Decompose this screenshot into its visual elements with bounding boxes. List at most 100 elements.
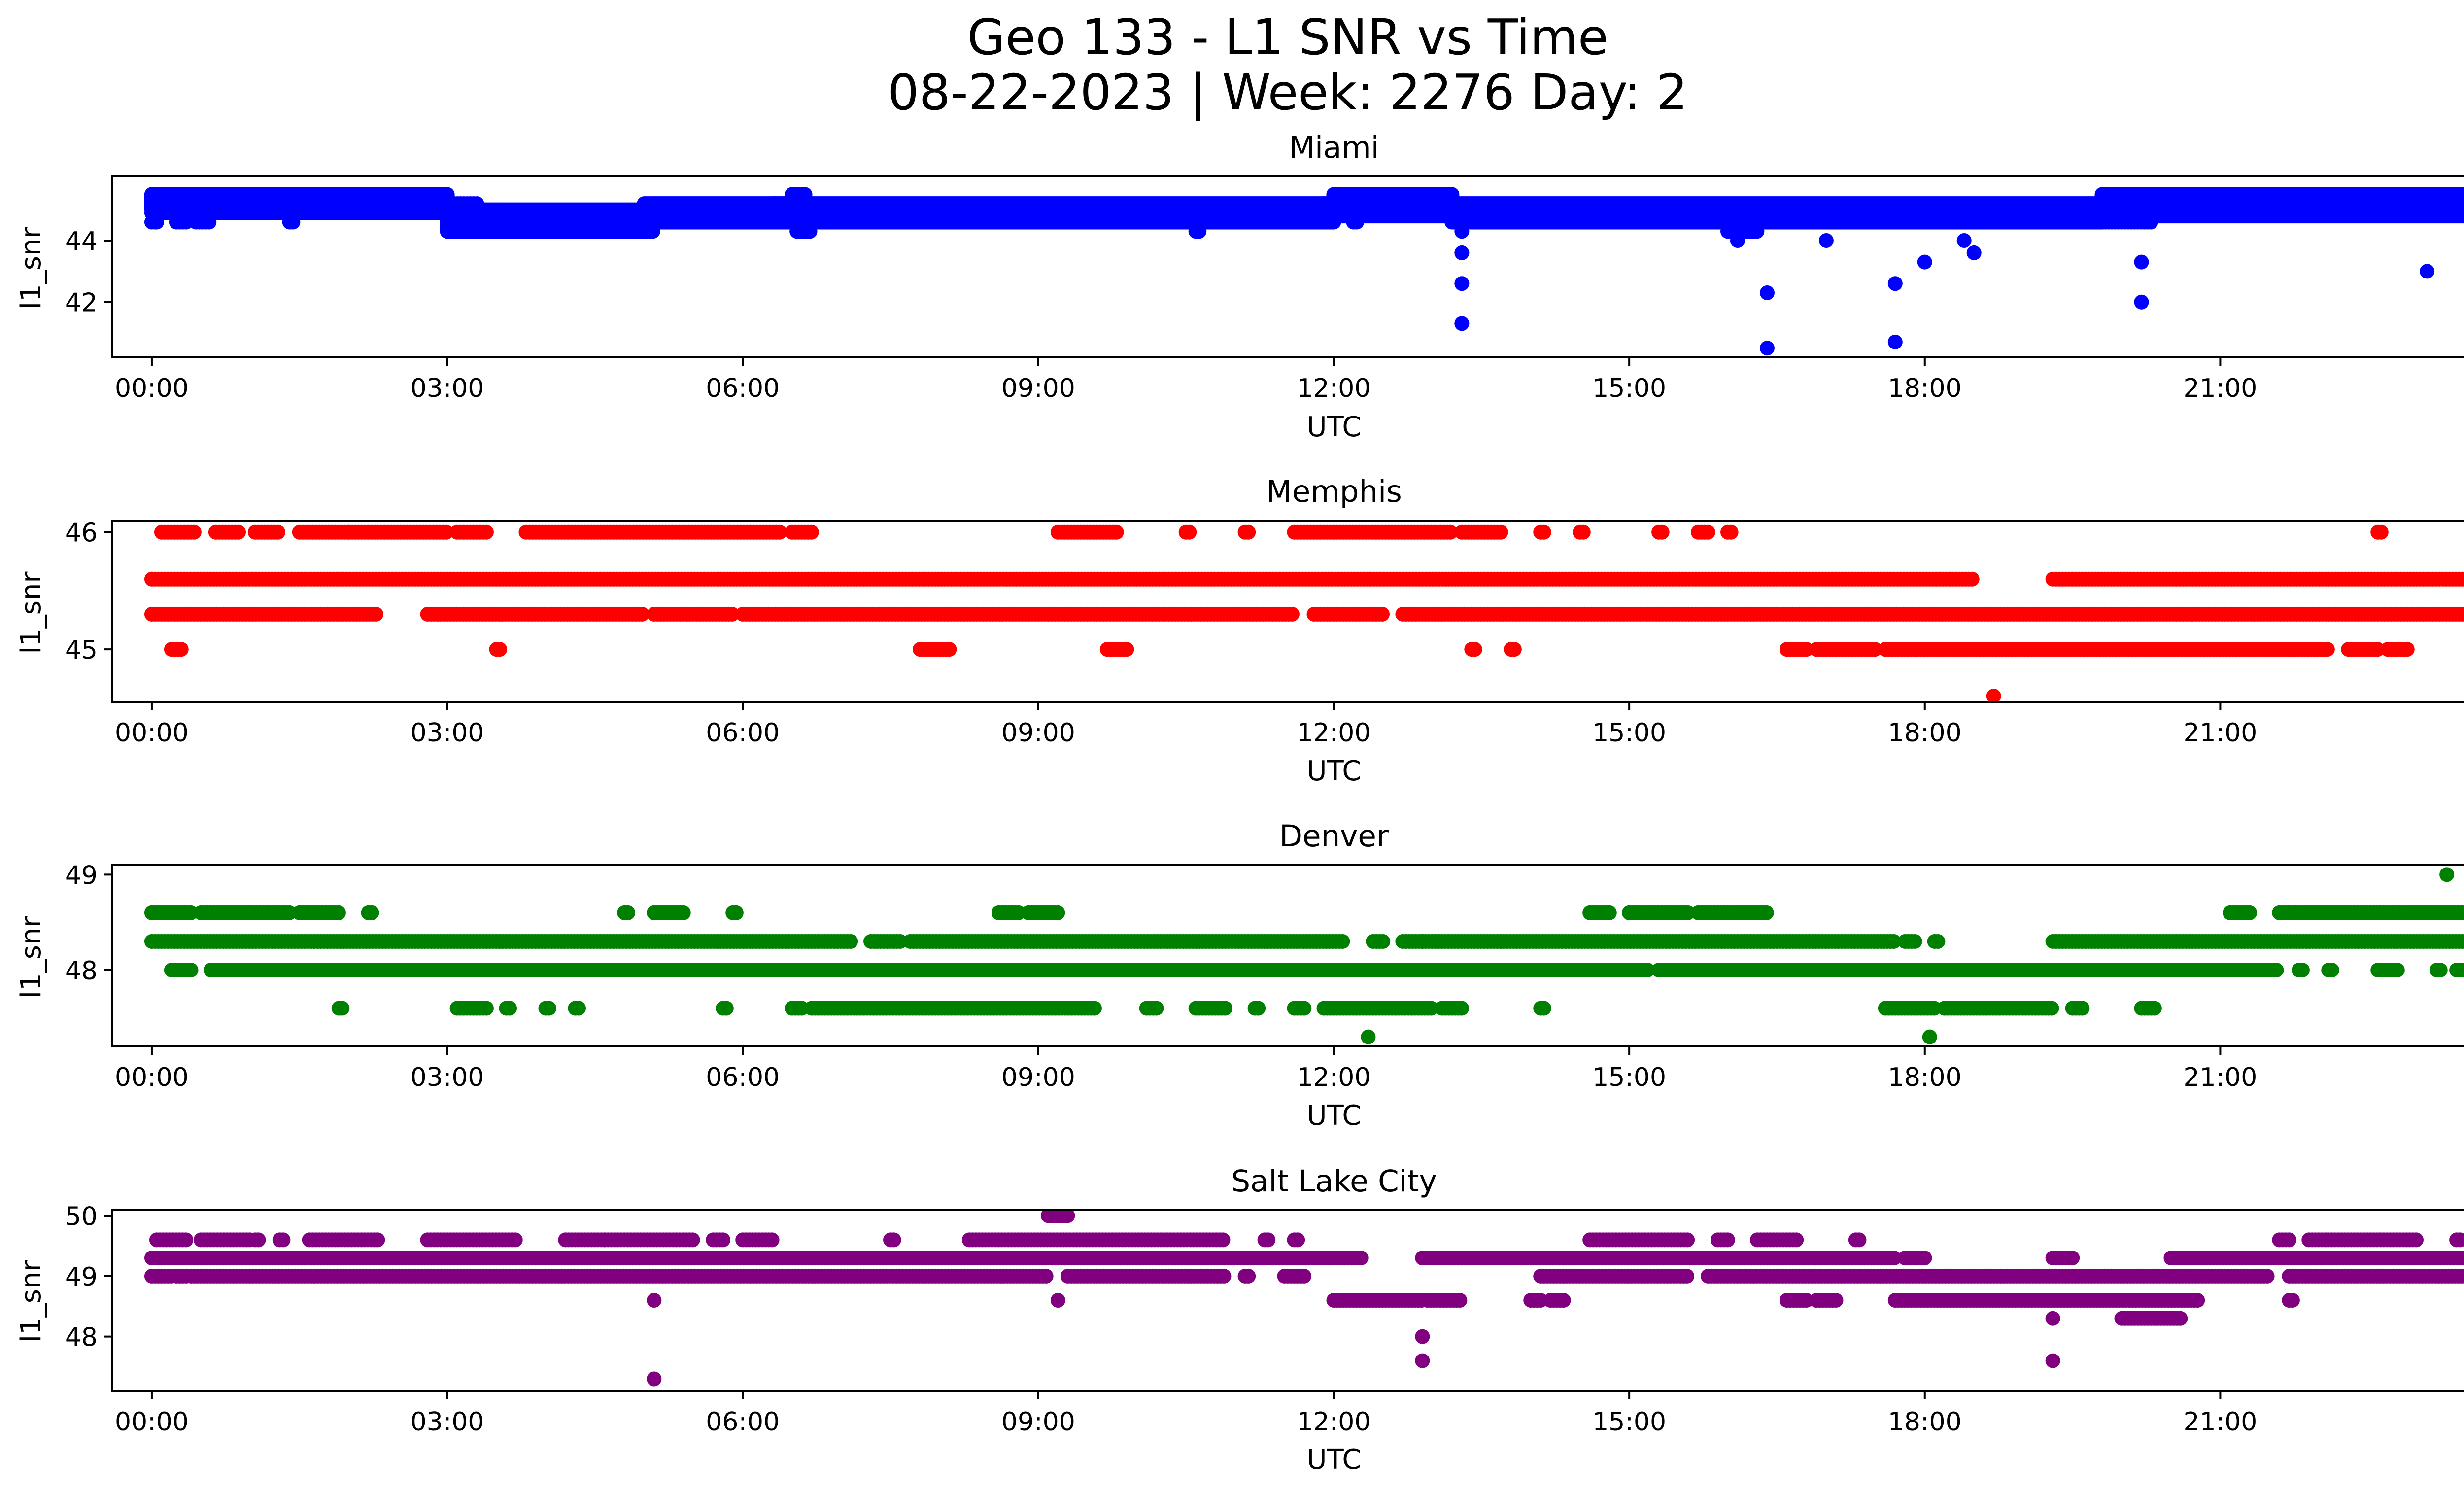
y-tick-label: 42 xyxy=(65,288,98,318)
data-point xyxy=(1506,642,1522,657)
data-point xyxy=(772,524,787,540)
data-point xyxy=(620,905,635,920)
subplot-memphis-points xyxy=(144,524,2464,702)
data-point xyxy=(1930,934,1946,949)
data-point xyxy=(634,606,650,622)
data-point xyxy=(1241,524,1256,540)
subplot-miami-xlabel: UTC xyxy=(1306,411,1361,443)
data-point xyxy=(1640,963,1655,978)
data-point xyxy=(2320,642,2335,657)
data-point xyxy=(1700,524,1715,540)
data-point xyxy=(1109,524,1124,540)
data-point xyxy=(802,224,818,239)
subplot-denver-plot: 00:00 03:00 06:00 09:00 12:00 15:00 18:00 21:00… xyxy=(65,861,2464,1092)
figure-title-line1: Geo 133 - L1 SNR vs Time xyxy=(967,8,1608,66)
x-tick-label: 03:00 xyxy=(411,718,484,748)
data-point xyxy=(1886,934,1901,949)
subplot-memphis-ylabel: l1_snr xyxy=(15,571,47,654)
data-point xyxy=(1192,224,1207,239)
data-point xyxy=(2370,642,2385,657)
subplot-denver-title: Denver xyxy=(1279,819,1389,854)
data-point xyxy=(656,214,671,230)
data-point xyxy=(479,1001,494,1016)
data-point-outlier xyxy=(1986,689,2001,702)
data-point xyxy=(2242,905,2257,920)
data-point xyxy=(231,524,246,540)
x-tick-label: 09:00 xyxy=(1001,374,1075,403)
data-point xyxy=(1926,1001,1942,1016)
x-tick-label: 18:00 xyxy=(1888,718,1962,748)
subplot-miami-plot: 00:00 03:00 06:00 09:00 12:00 15:00 18:00 21:00… xyxy=(65,175,2464,403)
data-point xyxy=(1119,642,1134,657)
data-point xyxy=(1375,606,1390,622)
data-point xyxy=(502,1001,517,1016)
subplot-miami-title: Miami xyxy=(1289,130,1379,165)
data-point xyxy=(364,905,379,920)
data-point xyxy=(2461,936,2464,947)
data-point xyxy=(270,524,285,540)
data-point xyxy=(1454,1001,1469,1016)
x-tick-label: 09:00 xyxy=(1001,718,1075,748)
x-tick-label: 18:00 xyxy=(1888,374,1962,403)
data-point xyxy=(571,1001,586,1016)
data-point xyxy=(1964,571,1980,587)
subplot-miami-ylabel: l1_snr xyxy=(15,227,47,310)
data-point xyxy=(1536,1001,1551,1016)
x-tick-label: 12:00 xyxy=(1297,374,1371,403)
data-point xyxy=(1284,606,1300,622)
data-point xyxy=(173,642,189,657)
subplot-memphis-title: Memphis xyxy=(1266,474,1402,509)
subplot-miami-points xyxy=(144,187,2464,356)
data-point xyxy=(2462,208,2464,218)
data-point xyxy=(1443,524,1458,540)
data-point-outlier xyxy=(1917,254,1932,270)
subplot-miami: Miami UTC l1_snr xyxy=(15,130,1379,443)
data-point xyxy=(2460,906,2464,919)
subplot-denver-ylabel: l1_snr xyxy=(15,916,47,999)
data-point xyxy=(479,524,494,540)
data-point xyxy=(281,905,297,920)
y-tick-label: 44 xyxy=(65,227,98,256)
data-point xyxy=(1723,524,1739,540)
data-point xyxy=(645,224,660,239)
data-point xyxy=(2461,608,2464,620)
data-point xyxy=(1251,1001,1266,1016)
data-point xyxy=(285,214,301,230)
subplot-memphis-plot: 00:00 03:00 06:00 09:00 12:00 15:00 18:00 21:00… xyxy=(65,519,2464,748)
data-point xyxy=(2294,963,2310,978)
subplot-denver-xlabel: UTC xyxy=(1306,1100,1361,1132)
data-point-outlier xyxy=(1454,276,1470,291)
data-point xyxy=(1493,524,1508,540)
data-point xyxy=(1424,1001,1439,1016)
data-point xyxy=(1149,1001,1164,1016)
data-point xyxy=(1349,214,1365,230)
data-point xyxy=(1050,905,1065,920)
data-point xyxy=(724,606,740,622)
subplot-denver-points xyxy=(144,867,2464,1044)
data-point xyxy=(728,905,744,920)
data-point-outlier xyxy=(149,214,164,230)
x-tick-label: 03:00 xyxy=(411,374,484,403)
data-point xyxy=(892,934,908,949)
subplot-salt-lake-city-ylabel: l1_snr xyxy=(15,1260,47,1343)
data-point xyxy=(719,1001,734,1016)
x-tick-label: 12:00 xyxy=(1297,718,1371,748)
data-point xyxy=(1907,934,1922,949)
x-tick-label: 06:00 xyxy=(706,718,780,748)
data-point xyxy=(439,524,454,540)
subplot-salt-lake-city: Salt Lake City UTC l1_snr xyxy=(15,1164,1437,1476)
figure-title-line2: 08-22-2023 | Week: 2276 Day: 2 xyxy=(888,64,1687,121)
data-point-outlier xyxy=(2134,294,2149,310)
data-point xyxy=(1297,1001,1312,1016)
data-point xyxy=(1536,524,1551,540)
data-point xyxy=(1867,642,1882,657)
data-point xyxy=(1759,905,1774,920)
data-point xyxy=(2143,214,2158,230)
data-point xyxy=(492,642,508,657)
data-point xyxy=(202,214,217,230)
data-point xyxy=(2390,963,2405,978)
data-point-outlier xyxy=(1956,233,1972,248)
data-point xyxy=(1182,524,1197,540)
data-point-outlier xyxy=(2420,264,2435,279)
